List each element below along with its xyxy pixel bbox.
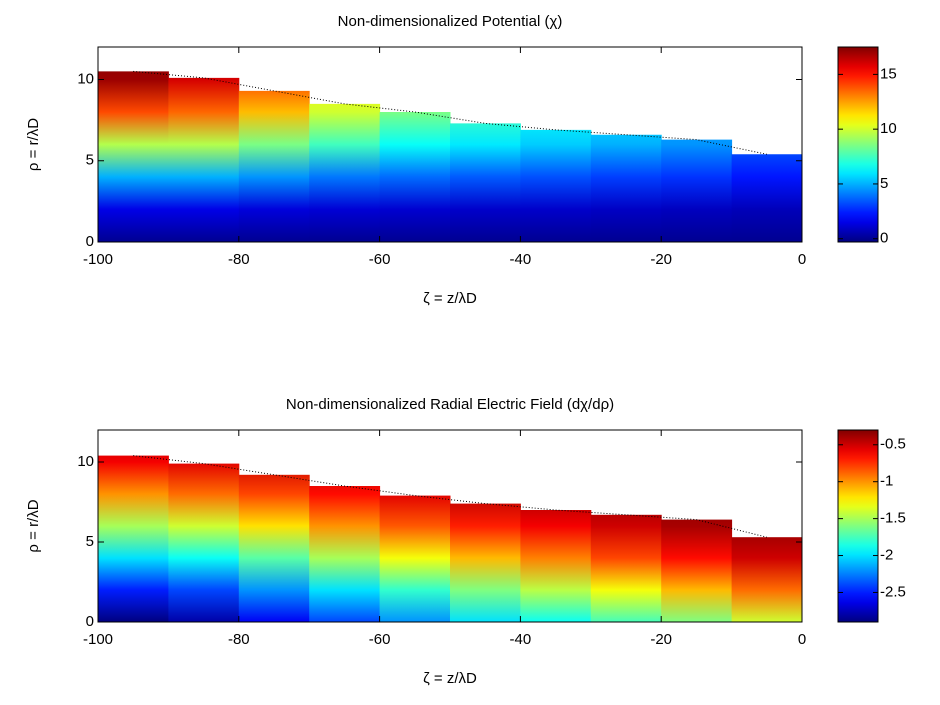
heatmap-column: [661, 139, 733, 242]
heatmap-column: [168, 463, 240, 622]
chart-title: Non-dimensionalized Potential (χ): [338, 13, 563, 30]
x-axis-label: ζ = z/λD: [423, 290, 477, 307]
axes-frame: [97, 429, 803, 623]
y-tick-label: 5: [86, 533, 94, 550]
heatmap-column: [520, 129, 592, 242]
x-tick-label: -20: [650, 251, 672, 268]
heatmap-column: [309, 103, 381, 242]
heatmap-column: [661, 519, 733, 622]
x-tick-label: -80: [228, 631, 250, 648]
colorbar-tick-label: 5: [880, 175, 888, 192]
y-axis-label: ρ = r/λD: [25, 499, 42, 552]
colorbar-frame: [837, 429, 879, 623]
heatmap-column: [379, 495, 451, 622]
heatmap-column: [238, 90, 310, 242]
axes-frame: [97, 46, 803, 243]
heatmap-column: [309, 486, 381, 622]
colorbar-tick-label: 10: [880, 120, 897, 137]
x-axis-label: ζ = z/λD: [423, 670, 477, 687]
colorbar-tick-label: -1.5: [880, 510, 906, 527]
x-tick-label: -80: [228, 251, 250, 268]
x-tick-label: 0: [798, 251, 806, 268]
heatmap-column: [590, 134, 662, 242]
heatmap-column: [238, 474, 310, 622]
heatmap-column: [731, 537, 803, 622]
x-tick-label: -20: [650, 631, 672, 648]
x-tick-label: -60: [369, 631, 391, 648]
colorbar-tick-label: 15: [880, 65, 897, 82]
x-tick-label: -40: [510, 631, 532, 648]
heatmap-column: [168, 77, 240, 242]
y-tick-label: 5: [86, 152, 94, 169]
heatmap-column: [98, 455, 169, 622]
heatmap-column: [450, 503, 521, 622]
x-tick-label: -40: [510, 251, 532, 268]
colorbar-tick-label: -1: [880, 473, 893, 490]
heatmap-column: [590, 514, 662, 622]
colorbar-tick-label: -0.5: [880, 436, 906, 453]
heatmap-column: [98, 71, 169, 242]
boundary-line: [133, 455, 767, 538]
heatmap-column: [731, 154, 803, 242]
x-tick-label: -100: [83, 251, 113, 268]
colorbar: [838, 430, 878, 622]
heatmap-column: [520, 510, 592, 622]
x-tick-label: -100: [83, 631, 113, 648]
x-tick-label: -60: [369, 251, 391, 268]
y-tick-label: 0: [86, 613, 94, 630]
y-tick-label: 10: [77, 453, 94, 470]
y-axis-label: ρ = r/λD: [25, 118, 42, 171]
colorbar-tick-label: -2.5: [880, 583, 906, 600]
heatmap-column: [450, 123, 521, 242]
heatmap-column: [379, 112, 451, 242]
chart-title: Non-dimensionalized Radial Electric Fiel…: [286, 396, 614, 413]
colorbar-tick-label: 0: [880, 230, 888, 247]
colorbar-frame: [837, 46, 879, 243]
y-tick-label: 0: [86, 233, 94, 250]
x-tick-label: 0: [798, 631, 806, 648]
y-tick-label: 10: [77, 70, 94, 87]
colorbar: [838, 47, 878, 242]
colorbar-tick-label: -2: [880, 547, 893, 564]
